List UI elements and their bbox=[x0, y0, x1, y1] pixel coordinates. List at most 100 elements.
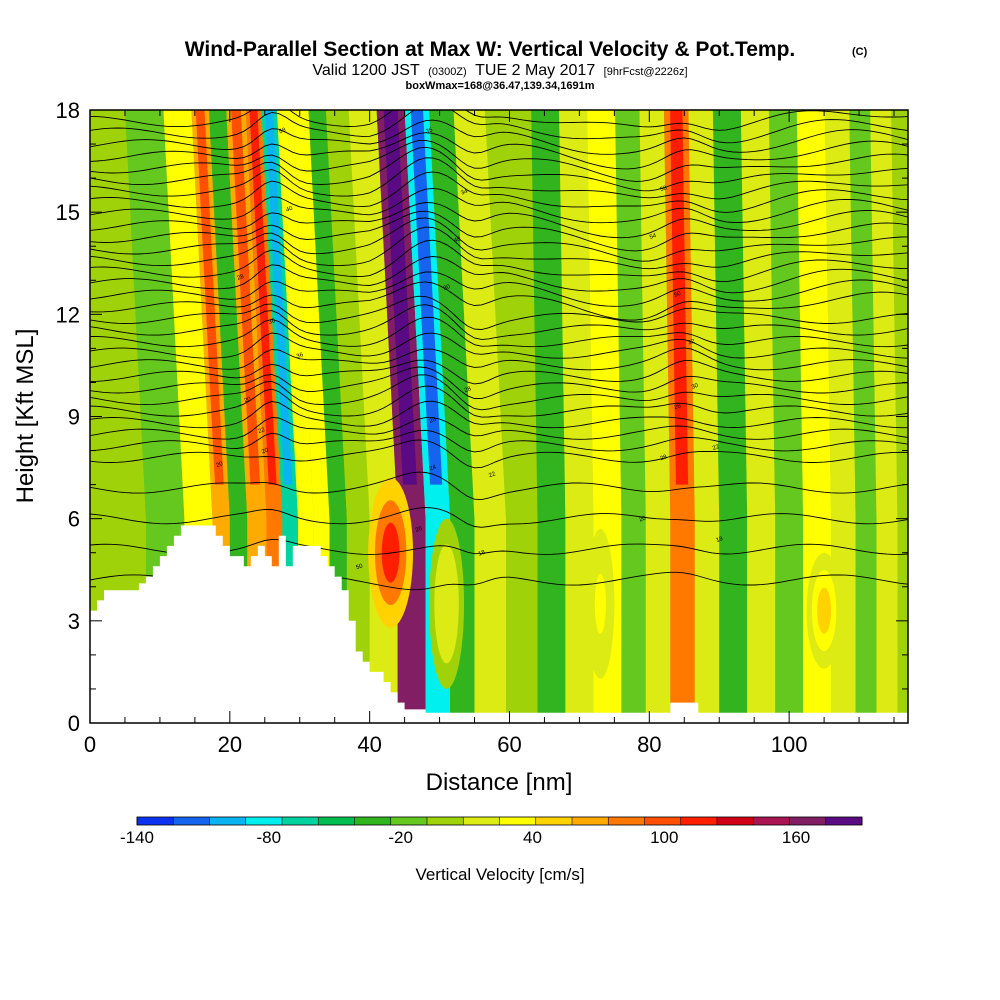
theta-contour bbox=[90, 202, 908, 239]
subtitle-date: TUE 2 May 2017 bbox=[475, 62, 595, 79]
contour-label: 22 bbox=[712, 444, 721, 452]
velocity-band bbox=[308, 110, 347, 723]
velocity-band-core bbox=[231, 110, 260, 485]
y-tick-label: 0 bbox=[68, 711, 80, 736]
theta-contour bbox=[90, 146, 908, 192]
x-tick-label: 40 bbox=[357, 732, 381, 757]
contour-label: 54 bbox=[649, 233, 658, 241]
velocity-band bbox=[485, 110, 538, 723]
colorbar-swatch bbox=[499, 817, 537, 825]
x-tick-label: 60 bbox=[497, 732, 521, 757]
velocity-band bbox=[615, 110, 646, 723]
colorbar-swatch bbox=[789, 817, 827, 825]
x-axis-label: Distance [nm] bbox=[426, 769, 573, 796]
contour-label: 22 bbox=[488, 471, 497, 479]
colorbar-swatch bbox=[535, 817, 573, 825]
theta-contour bbox=[90, 471, 908, 501]
velocity-band bbox=[768, 110, 804, 723]
contour-label: 24 bbox=[429, 464, 438, 472]
colorbar-swatch bbox=[390, 817, 428, 825]
theta-contour bbox=[90, 332, 908, 359]
colorbar-swatch bbox=[209, 817, 247, 825]
theta-contour bbox=[90, 385, 908, 418]
contour-label: 20 bbox=[216, 461, 225, 469]
x-tick-label: 100 bbox=[771, 732, 808, 757]
velocity-band bbox=[870, 110, 898, 723]
chart-title: Wind-Parallel Section at Max W: Vertical… bbox=[185, 38, 796, 61]
colorbar-swatch bbox=[680, 817, 718, 825]
theta-contour bbox=[90, 400, 908, 429]
velocity-band bbox=[639, 110, 671, 723]
y-axis-label: Height [Kft MSL] bbox=[12, 329, 39, 504]
colorbar-swatch bbox=[572, 817, 609, 825]
colorbar-swatch bbox=[644, 817, 682, 825]
contour-label: 50 bbox=[355, 563, 364, 571]
colorbar-tick-label: 40 bbox=[523, 828, 542, 847]
colorbar-swatch bbox=[717, 817, 754, 825]
contour-label: 58 bbox=[659, 185, 668, 193]
terrain bbox=[90, 525, 908, 723]
velocity-band-core bbox=[265, 110, 293, 485]
theta-contour bbox=[90, 507, 908, 528]
plot-area: 20 20 22 20 30 28 40 58 36 50 26 24 26 28 22 18 30 48 34 35… bbox=[90, 110, 908, 723]
contour-label: 48 bbox=[453, 236, 462, 244]
contour-label: 20 bbox=[243, 396, 252, 404]
theta-contour bbox=[90, 119, 908, 155]
y-tick-label: 9 bbox=[68, 405, 80, 430]
velocity-cell bbox=[439, 569, 454, 638]
contour-label: 40 bbox=[285, 206, 294, 214]
theta-contour bbox=[90, 359, 908, 385]
theta-contour bbox=[90, 271, 908, 307]
contour-labels: 20 20 22 20 30 28 40 58 36 50 26 24 26 28 22 18 30 48 34 35… bbox=[216, 127, 725, 571]
x-tick-label: 0 bbox=[84, 732, 96, 757]
copyright-mark: (C) bbox=[852, 46, 868, 58]
theta-contour bbox=[90, 110, 908, 144]
contour-label: 26 bbox=[415, 526, 424, 534]
y-tick-label: 3 bbox=[68, 609, 80, 634]
chart-subtitle-box: boxWmax=168@36.47,139.34,1691m bbox=[406, 80, 595, 92]
x-tick-label: 20 bbox=[218, 732, 242, 757]
colorbar-tick-label: -20 bbox=[388, 828, 413, 847]
contour-label: 30 bbox=[268, 318, 277, 326]
theta-contour bbox=[90, 139, 908, 182]
theta-contour bbox=[90, 439, 908, 469]
contour-label: 20 bbox=[261, 447, 270, 455]
y-tick-label: 12 bbox=[56, 302, 80, 327]
colorbar-swatch bbox=[282, 817, 319, 825]
colorbar: -140 -80 -20 40 100 160 bbox=[120, 816, 863, 847]
colorbar-tick-label: 100 bbox=[650, 828, 678, 847]
velocity-band-core bbox=[383, 110, 417, 485]
colorbar-tick-label: -140 bbox=[120, 828, 154, 847]
terrain-profile bbox=[90, 525, 908, 723]
colorbar-swatch bbox=[245, 817, 283, 825]
colorbar-swatch bbox=[318, 817, 355, 825]
theta-contour bbox=[90, 132, 908, 170]
theta-contour bbox=[90, 110, 908, 131]
velocity-band bbox=[326, 110, 370, 723]
contour-label: 28 bbox=[236, 274, 245, 282]
contour-label: 58 bbox=[278, 127, 287, 135]
contour-label: 18 bbox=[478, 549, 487, 557]
theta-contour bbox=[90, 226, 908, 270]
theta-contour bbox=[90, 347, 908, 371]
theta-contour bbox=[90, 256, 908, 294]
theta-contour bbox=[90, 366, 908, 400]
theta-contour bbox=[90, 157, 908, 200]
y-tick-label: 18 bbox=[56, 98, 80, 123]
velocity-band bbox=[740, 110, 776, 723]
theta-contour bbox=[90, 429, 908, 453]
subtitle-valid: Valid 1200 JST bbox=[312, 62, 420, 79]
colorbar-swatch bbox=[463, 817, 500, 825]
colorbar-swatch bbox=[354, 817, 392, 825]
colorbar-swatch bbox=[137, 817, 174, 825]
colorbar-tick-label: -80 bbox=[257, 828, 282, 847]
colorbar-swatch bbox=[825, 817, 863, 825]
contour-label: 36 bbox=[296, 352, 305, 360]
theta-contour bbox=[90, 417, 908, 440]
contour-label: 26 bbox=[429, 417, 438, 425]
contour-label: 32 bbox=[687, 338, 696, 346]
subtitle-forecast: [9hrFcst@2226z] bbox=[604, 66, 688, 78]
colorbar-swatch bbox=[173, 817, 210, 825]
